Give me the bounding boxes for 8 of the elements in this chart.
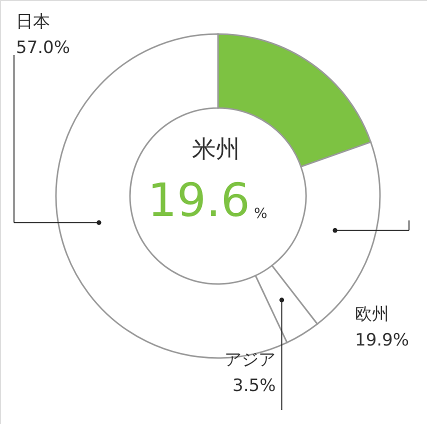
slice-label: 米州 (192, 135, 240, 163)
data-label: 19.9% (355, 330, 410, 350)
data-label: 19.6% (148, 173, 268, 227)
slice-label: 日本 (16, 12, 50, 32)
slice-label: 欧州 (355, 304, 389, 324)
data-label: 57.0% (16, 38, 70, 58)
data-label: 3.5% (232, 376, 276, 396)
slice-label: アジア (224, 350, 276, 370)
